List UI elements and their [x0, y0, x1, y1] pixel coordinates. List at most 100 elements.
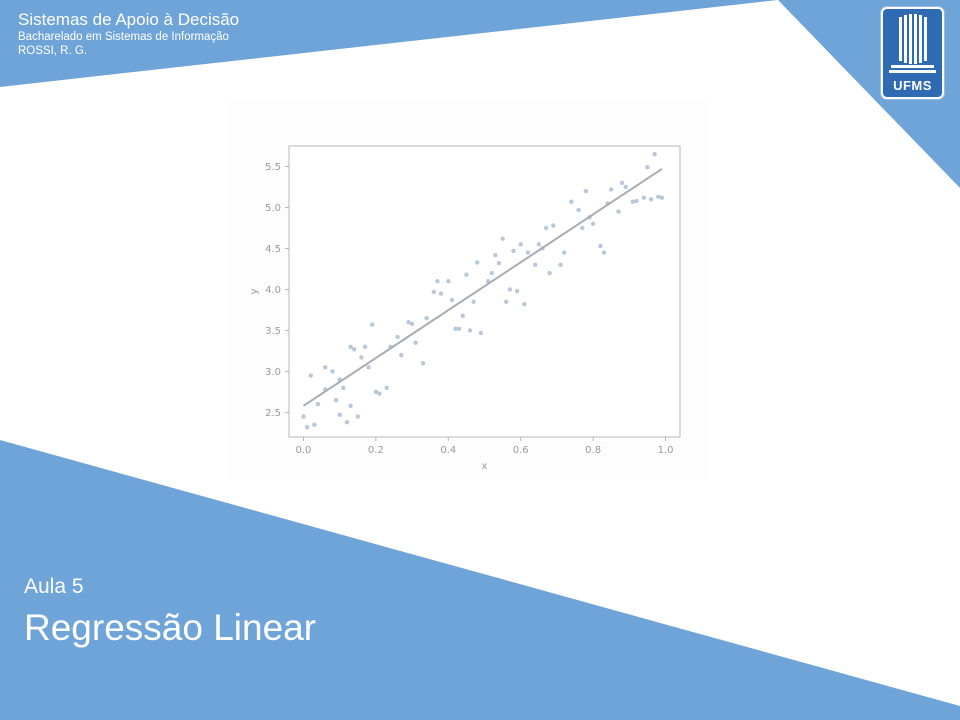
building-icon [889, 14, 936, 73]
data-point [659, 195, 665, 200]
x-tick-label: 0.6 [513, 445, 529, 456]
data-point [446, 279, 451, 284]
data-point [413, 340, 418, 345]
y-tick-label: 3.0 [265, 367, 281, 378]
data-point [583, 188, 589, 194]
data-point [424, 315, 429, 321]
y-tick-label: 4.0 [265, 285, 281, 296]
x-tick-label: 0.0 [296, 445, 312, 456]
x-tick-label: 0.2 [368, 445, 384, 456]
data-point [511, 248, 516, 254]
data-point [362, 344, 368, 350]
data-point [464, 272, 469, 277]
data-point [543, 225, 549, 231]
data-point [420, 361, 426, 366]
data-point [475, 260, 480, 265]
y-tick-label: 2.5 [265, 408, 281, 419]
y-tick-label: 5.5 [265, 162, 281, 173]
data-point [507, 287, 513, 292]
data-point [536, 242, 542, 247]
data-point [590, 221, 596, 227]
data-point [370, 322, 375, 327]
data-point [493, 252, 498, 258]
data-point [330, 369, 335, 374]
data-point [576, 207, 581, 213]
top-left-blue-band [0, 0, 778, 87]
data-point [471, 299, 476, 304]
ufms-logo: UFMS [881, 7, 944, 99]
data-point [580, 225, 585, 231]
data-point [359, 355, 364, 360]
data-point [304, 424, 310, 430]
data-point [634, 198, 639, 204]
data-point [547, 270, 552, 276]
data-point [601, 250, 607, 255]
data-point [355, 414, 360, 419]
data-point [616, 209, 621, 214]
data-point [496, 261, 502, 266]
data-point [623, 184, 628, 190]
data-point [561, 250, 567, 255]
data-point [460, 313, 465, 318]
data-point [532, 262, 538, 268]
data-point [333, 397, 339, 403]
course-subject-title: Sistemas de Apoio à Decisão [18, 10, 240, 29]
data-point [377, 391, 382, 396]
x-tick-label: 0.4 [440, 445, 456, 456]
data-point [301, 414, 306, 419]
data-point [431, 289, 437, 295]
data-point [648, 197, 654, 202]
data-point [435, 279, 440, 284]
slide-header: Sistemas de Apoio à Decisão Bacharelado … [18, 10, 239, 58]
data-point [467, 328, 473, 333]
data-point [598, 243, 603, 249]
data-point [504, 299, 509, 304]
data-point [609, 187, 614, 192]
data-point [558, 262, 563, 268]
data-point [308, 373, 313, 378]
data-point [344, 420, 350, 425]
data-point [619, 180, 625, 186]
y-axis-label: y [249, 288, 260, 294]
data-point [315, 402, 321, 407]
data-point [337, 412, 342, 418]
x-tick-label: 1.0 [658, 445, 674, 456]
data-point [406, 320, 411, 325]
data-point [489, 270, 494, 276]
data-point [645, 165, 650, 170]
data-point [409, 321, 415, 327]
data-point [384, 385, 389, 391]
data-point [522, 302, 527, 307]
bottom-blue-band [0, 440, 960, 720]
data-point [395, 334, 400, 340]
y-tick-label: 5.0 [265, 203, 281, 214]
data-point [630, 199, 636, 204]
y-tick-label: 4.5 [265, 244, 281, 255]
data-point [652, 151, 657, 157]
x-tick-label: 0.8 [585, 445, 601, 456]
logo-text: UFMS [893, 78, 932, 93]
data-point [525, 250, 531, 255]
x-axis-label: x [482, 461, 488, 472]
program-name: Bacharelado em Sistemas de Informação [18, 31, 229, 43]
y-tick-label: 3.5 [265, 326, 281, 337]
regression-chart: 0.0 0.2 0.4 0.6 0.8 1.0 2.5 3.0 3.5 4.0 4.5 5.0 5.5 x… [228, 100, 708, 480]
data-point [500, 236, 505, 241]
data-point [656, 194, 661, 200]
regression-line [302, 168, 663, 407]
data-point [641, 195, 646, 200]
lesson-number: Aula 5 [24, 575, 84, 598]
scatter-plot: 0.0 0.2 0.4 0.6 0.8 1.0 2.5 3.0 3.5 4.0 4.5 5.0 5.5 x… [249, 145, 681, 472]
data-point [341, 385, 346, 391]
data-point [514, 288, 520, 294]
data-point [351, 347, 357, 352]
data-point [348, 344, 353, 350]
data-point [438, 291, 444, 296]
data-point [373, 389, 379, 395]
data-point [551, 223, 556, 228]
data-point [323, 365, 328, 370]
data-point [518, 242, 523, 247]
data-point [399, 352, 404, 358]
author-name: ROSSI, R. G. [18, 45, 88, 57]
data-point [312, 422, 317, 427]
